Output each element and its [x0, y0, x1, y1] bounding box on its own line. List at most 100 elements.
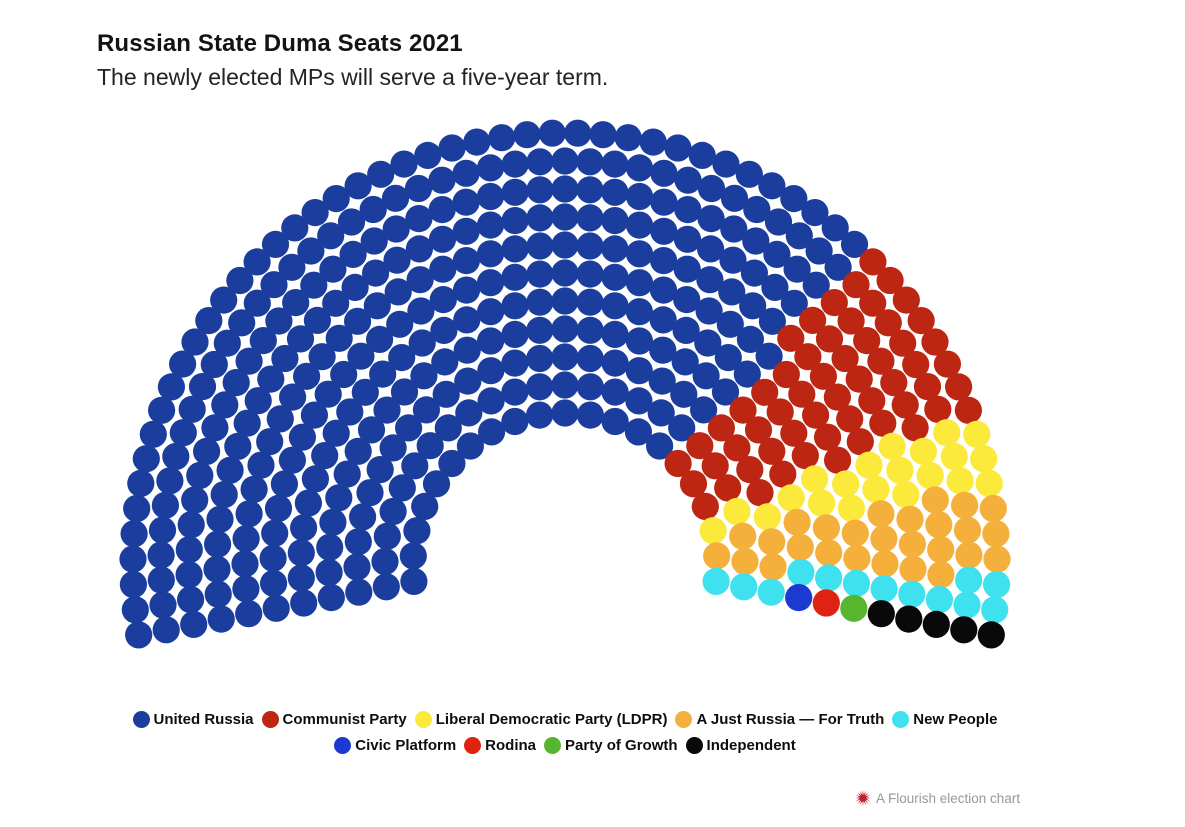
seat-united-russia — [383, 246, 411, 274]
seat-communist-party — [913, 373, 942, 401]
seat-united-russia — [647, 399, 675, 427]
seat-united-russia — [476, 211, 505, 239]
seat-united-russia — [551, 259, 579, 287]
seat-communist-party — [858, 387, 886, 415]
seat-united-russia — [366, 456, 394, 484]
seat-united-russia — [564, 119, 592, 147]
seat-united-russia — [344, 172, 372, 200]
seat-united-russia — [213, 329, 241, 357]
seat-united-russia — [232, 575, 260, 603]
seat-communist-party — [892, 286, 920, 314]
legend-label: United Russia — [153, 710, 254, 728]
seat-united-russia — [648, 367, 676, 395]
seat-a-just-russia-for-truth — [729, 522, 757, 550]
seat-united-russia — [405, 205, 433, 233]
seat-united-russia — [688, 141, 716, 169]
seat-united-russia — [526, 401, 554, 429]
seat-united-russia — [488, 124, 516, 152]
legend-item-independent: Independent — [685, 736, 796, 754]
seat-united-russia — [404, 174, 433, 203]
seat-united-russia — [625, 327, 654, 355]
seat-united-russia — [226, 266, 254, 295]
seat-united-russia — [821, 214, 849, 242]
seat-united-russia — [193, 437, 221, 465]
seat-united-russia — [785, 222, 813, 250]
seat-united-russia — [207, 605, 235, 633]
seat-communist-party — [815, 325, 844, 353]
seat-communist-party — [891, 391, 919, 419]
seat-liberal-democratic-party-ldpr — [777, 484, 805, 512]
seat-a-just-russia-for-truth — [955, 541, 983, 569]
seat-communist-party — [777, 324, 805, 352]
seat-united-russia — [186, 461, 214, 490]
seat-communist-party — [746, 479, 774, 507]
seat-united-russia — [664, 134, 692, 162]
seat-communist-party — [679, 470, 708, 498]
seat-new-people — [898, 580, 926, 608]
seat-united-russia — [243, 289, 271, 317]
seat-united-russia — [333, 460, 361, 488]
seat-communist-party — [842, 271, 870, 299]
seat-united-russia — [288, 423, 316, 451]
seat-united-russia — [764, 208, 793, 236]
seat-united-russia — [824, 253, 852, 281]
seat-united-russia — [347, 342, 375, 370]
seat-united-russia — [382, 215, 410, 243]
seat-united-russia — [476, 154, 505, 182]
seat-a-just-russia-for-truth — [783, 508, 811, 536]
seat-communist-party — [859, 289, 887, 317]
seat-new-people — [953, 591, 981, 619]
seat-united-russia — [240, 475, 268, 503]
seat-communist-party — [744, 416, 773, 444]
seat-united-russia — [316, 533, 344, 561]
seat-united-russia — [714, 344, 742, 372]
hemicycle-chart — [119, 119, 1011, 649]
seat-communist-party — [845, 365, 873, 393]
seat-united-russia — [432, 380, 460, 408]
seat-united-russia — [244, 387, 272, 415]
legend-label: Liberal Democratic Party (LDPR) — [435, 710, 668, 728]
seat-communist-party — [824, 446, 852, 474]
seat-united-russia — [261, 519, 289, 547]
seat-communist-party — [902, 350, 930, 379]
seat-united-russia — [526, 316, 554, 344]
parliament-seats-svg — [119, 119, 1011, 649]
seat-new-people — [842, 569, 871, 598]
seat-united-russia — [551, 371, 579, 399]
seat-united-russia — [576, 204, 604, 232]
seat-united-russia — [119, 545, 147, 573]
seat-united-russia — [763, 240, 791, 268]
seat-united-russia — [639, 128, 667, 156]
seat-united-russia — [356, 479, 384, 507]
seat-a-just-russia-for-truth — [870, 525, 898, 553]
seat-communist-party — [837, 307, 865, 335]
seat-united-russia — [395, 414, 423, 442]
seat-a-just-russia-for-truth — [896, 505, 924, 533]
seat-communist-party — [772, 360, 800, 389]
seat-united-russia — [381, 184, 410, 212]
flourish-credit-text: A Flourish election chart — [876, 790, 1021, 806]
seat-united-russia — [463, 128, 491, 156]
seat-united-russia — [349, 503, 377, 531]
seat-united-russia — [690, 396, 718, 424]
seat-united-russia — [339, 240, 367, 268]
seat-united-russia — [720, 215, 748, 243]
seat-united-russia — [452, 217, 480, 245]
flourish-credit-link[interactable]: A Flourish election chart — [855, 790, 1020, 806]
seat-new-people — [815, 564, 843, 592]
seat-united-russia — [576, 232, 604, 260]
seat-united-russia — [210, 481, 238, 509]
seat-liberal-democratic-party-ldpr — [837, 494, 866, 522]
seat-united-russia — [476, 182, 505, 211]
legend-label: Civic Platform — [355, 736, 457, 754]
seat-united-russia — [650, 217, 678, 245]
seat-liberal-democratic-party-ldpr — [832, 470, 860, 498]
seat-united-russia — [430, 316, 458, 344]
seat-united-russia — [287, 564, 315, 592]
seat-communist-party — [859, 248, 887, 276]
seat-united-russia — [121, 596, 149, 624]
seat-united-russia — [501, 407, 529, 436]
seat-communist-party — [889, 329, 917, 357]
seat-united-russia — [625, 211, 654, 239]
